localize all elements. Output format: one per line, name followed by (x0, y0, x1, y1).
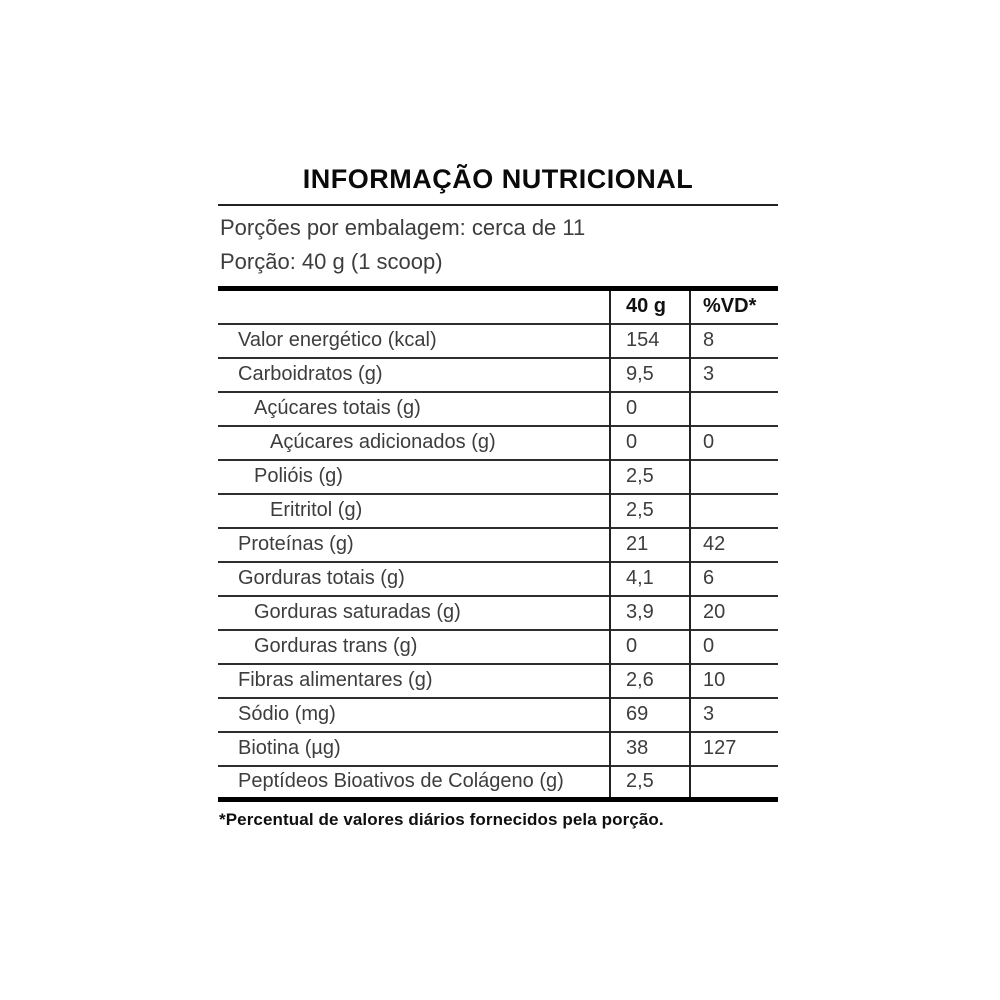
nutrient-name: Proteínas (g) (218, 526, 610, 562)
table-row: Gorduras saturadas (g) 3,9 20 (218, 594, 778, 630)
table-row: Proteínas (g) 21 42 (218, 526, 778, 562)
nutrient-name: Carboidratos (g) (218, 356, 610, 392)
nutrient-amount: 3,9 (609, 594, 690, 630)
nutrient-dv: 0 (689, 628, 778, 664)
nutrient-amount: 38 (609, 730, 690, 766)
table-row: Polióis (g) 2,5 (218, 458, 778, 494)
table-row: Biotina (µg) 38 127 (218, 730, 778, 766)
nutrient-dv (689, 390, 778, 426)
nutrient-dv: 0 (689, 424, 778, 460)
nutrient-amount: 0 (609, 390, 690, 426)
label-title: INFORMAÇÃO NUTRICIONAL (218, 162, 778, 206)
nutrient-dv: 20 (689, 594, 778, 630)
table-row: Valor energético (kcal) 154 8 (218, 322, 778, 358)
nutrient-name: Gorduras saturadas (g) (218, 594, 610, 630)
nutrient-amount: 9,5 (609, 356, 690, 392)
nutrient-amount: 0 (609, 424, 690, 460)
table-header-row: 40 g %VD* (218, 288, 778, 324)
column-header-nutrient (218, 289, 610, 324)
nutrient-amount: 2,5 (609, 764, 690, 800)
nutrient-dv (689, 492, 778, 528)
nutrient-amount: 69 (609, 696, 690, 732)
nutrient-dv: 8 (689, 322, 778, 358)
nutrient-dv: 6 (689, 560, 778, 596)
nutrient-amount: 2,5 (609, 458, 690, 494)
nutrient-dv: 3 (689, 696, 778, 732)
serving-size-line: Porção: 40 g (1 scoop) (220, 249, 443, 274)
nutrient-amount: 0 (609, 628, 690, 664)
table-row: Fibras alimentares (g) 2,6 10 (218, 662, 778, 698)
nutrient-amount: 21 (609, 526, 690, 562)
daily-value-footnote: *Percentual de valores diários fornecido… (219, 810, 664, 829)
nutrition-table: 40 g %VD* Valor energético (kcal) 154 8 … (218, 286, 778, 802)
column-header-amount: 40 g (609, 288, 690, 324)
nutrient-amount: 2,5 (609, 492, 690, 528)
table-row: Gorduras totais (g) 4,1 6 (218, 560, 778, 596)
nutrient-name: Gorduras totais (g) (218, 560, 610, 596)
nutrient-dv (689, 458, 778, 494)
table-row: Gorduras trans (g) 0 0 (218, 628, 778, 664)
nutrient-name: Sódio (mg) (218, 696, 610, 732)
nutrient-name: Valor energético (kcal) (218, 322, 610, 358)
nutrient-name: Açúcares totais (g) (218, 390, 610, 426)
nutrient-amount: 154 (609, 322, 690, 358)
nutrient-amount: 4,1 (609, 560, 690, 596)
table-row: Carboidratos (g) 9,5 3 (218, 356, 778, 392)
nutrient-name: Peptídeos Bioativos de Colágeno (g) (218, 764, 610, 800)
table-row: Sódio (mg) 69 3 (218, 696, 778, 732)
servings-per-package-line: Porções por embalagem: cerca de 11 (220, 215, 586, 240)
nutrient-dv (689, 764, 778, 800)
nutrient-dv: 42 (689, 526, 778, 562)
nutrient-dv: 10 (689, 662, 778, 698)
nutrient-name: Açúcares adicionados (g) (218, 424, 610, 460)
nutrient-amount: 2,6 (609, 662, 690, 698)
nutrient-dv: 3 (689, 356, 778, 392)
serving-info: Porções por embalagem: cerca de 11 Porçã… (218, 206, 778, 286)
nutrient-name: Gorduras trans (g) (218, 628, 610, 664)
table-row: Açúcares totais (g) 0 (218, 390, 778, 426)
nutrient-dv: 127 (689, 730, 778, 766)
table-row: Açúcares adicionados (g) 0 0 (218, 424, 778, 460)
nutrient-name: Eritritol (g) (218, 492, 610, 528)
nutrition-label: INFORMAÇÃO NUTRICIONAL Porções por embal… (218, 162, 778, 830)
nutrient-name: Biotina (µg) (218, 730, 610, 766)
column-header-dv: %VD* (689, 288, 778, 324)
nutrient-name: Fibras alimentares (g) (218, 662, 610, 698)
table-row: Eritritol (g) 2,5 (218, 492, 778, 528)
nutrient-name: Polióis (g) (218, 458, 610, 494)
table-row: Peptídeos Bioativos de Colágeno (g) 2,5 (218, 764, 778, 800)
